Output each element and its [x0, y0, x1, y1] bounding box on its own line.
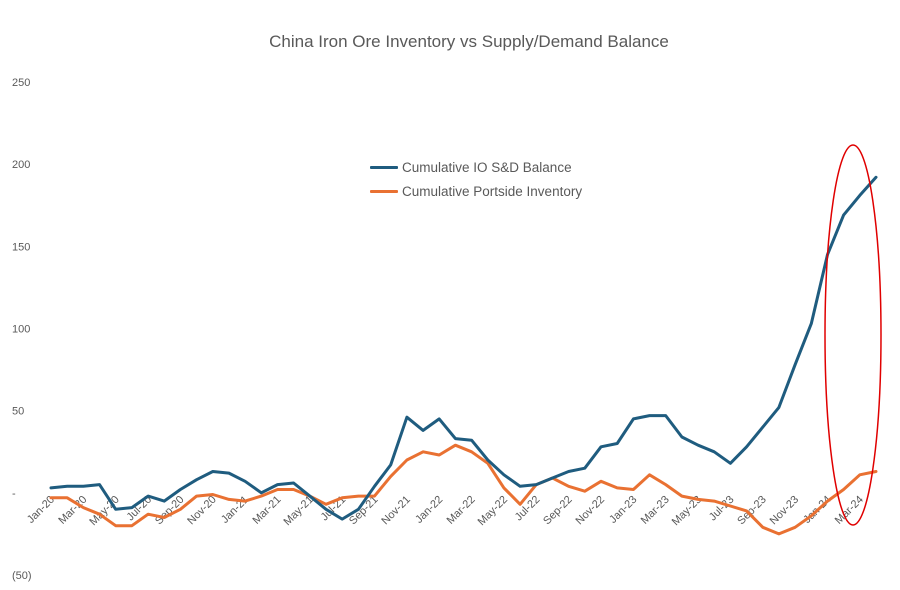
legend-label-sd-balance: Cumulative IO S&D Balance — [402, 159, 572, 175]
series-line-portside-inventory — [49, 443, 878, 536]
x-tick-label: Nov-23 — [768, 494, 802, 528]
legend-label-portside-inventory: Cumulative Portside Inventory — [402, 183, 583, 199]
x-tick-label: Jul-23 — [707, 494, 737, 524]
x-tick-label: Nov-20 — [185, 494, 219, 528]
x-tick-label: Mar-23 — [639, 494, 672, 527]
x-tick-label: Mar-22 — [445, 494, 478, 527]
x-tick-label: Jul-22 — [513, 494, 543, 524]
x-tick-label: Nov-21 — [379, 494, 413, 528]
y-tick-label: 250 — [12, 77, 30, 89]
y-tick-label: 100 — [12, 324, 30, 336]
x-tick-label: Jan-22 — [413, 494, 445, 526]
y-tick-label: 50 — [12, 406, 24, 418]
legend-item-portside-inventory: Cumulative Portside Inventory — [370, 179, 582, 203]
x-tick-label: Nov-22 — [574, 494, 608, 528]
x-tick-label: Sep-22 — [541, 494, 575, 528]
chart-title: China Iron Ore Inventory vs Supply/Deman… — [269, 32, 669, 51]
y-tick-label: 200 — [12, 159, 30, 171]
legend-swatch-sd-balance — [370, 165, 398, 169]
y-axis: 250 200 150 100 50 - (50) — [12, 77, 32, 582]
legend-swatch-portside-inventory — [370, 189, 398, 193]
x-tick-label: Jan-23 — [607, 494, 639, 526]
x-tick-label: May-22 — [476, 494, 510, 528]
plot-area — [49, 175, 878, 536]
legend-item-sd-balance: Cumulative IO S&D Balance — [370, 155, 582, 179]
y-tick-label: 150 — [12, 241, 30, 253]
y-tick-label: (50) — [12, 570, 32, 582]
x-tick-label: Mar-24 — [833, 494, 866, 527]
series-line-sd-balance — [49, 175, 878, 521]
y-tick-label: - — [12, 488, 16, 500]
x-tick-label: Sep-21 — [347, 494, 381, 528]
highlight-ellipse — [824, 144, 882, 526]
legend: Cumulative IO S&D Balance Cumulative Por… — [370, 155, 582, 203]
